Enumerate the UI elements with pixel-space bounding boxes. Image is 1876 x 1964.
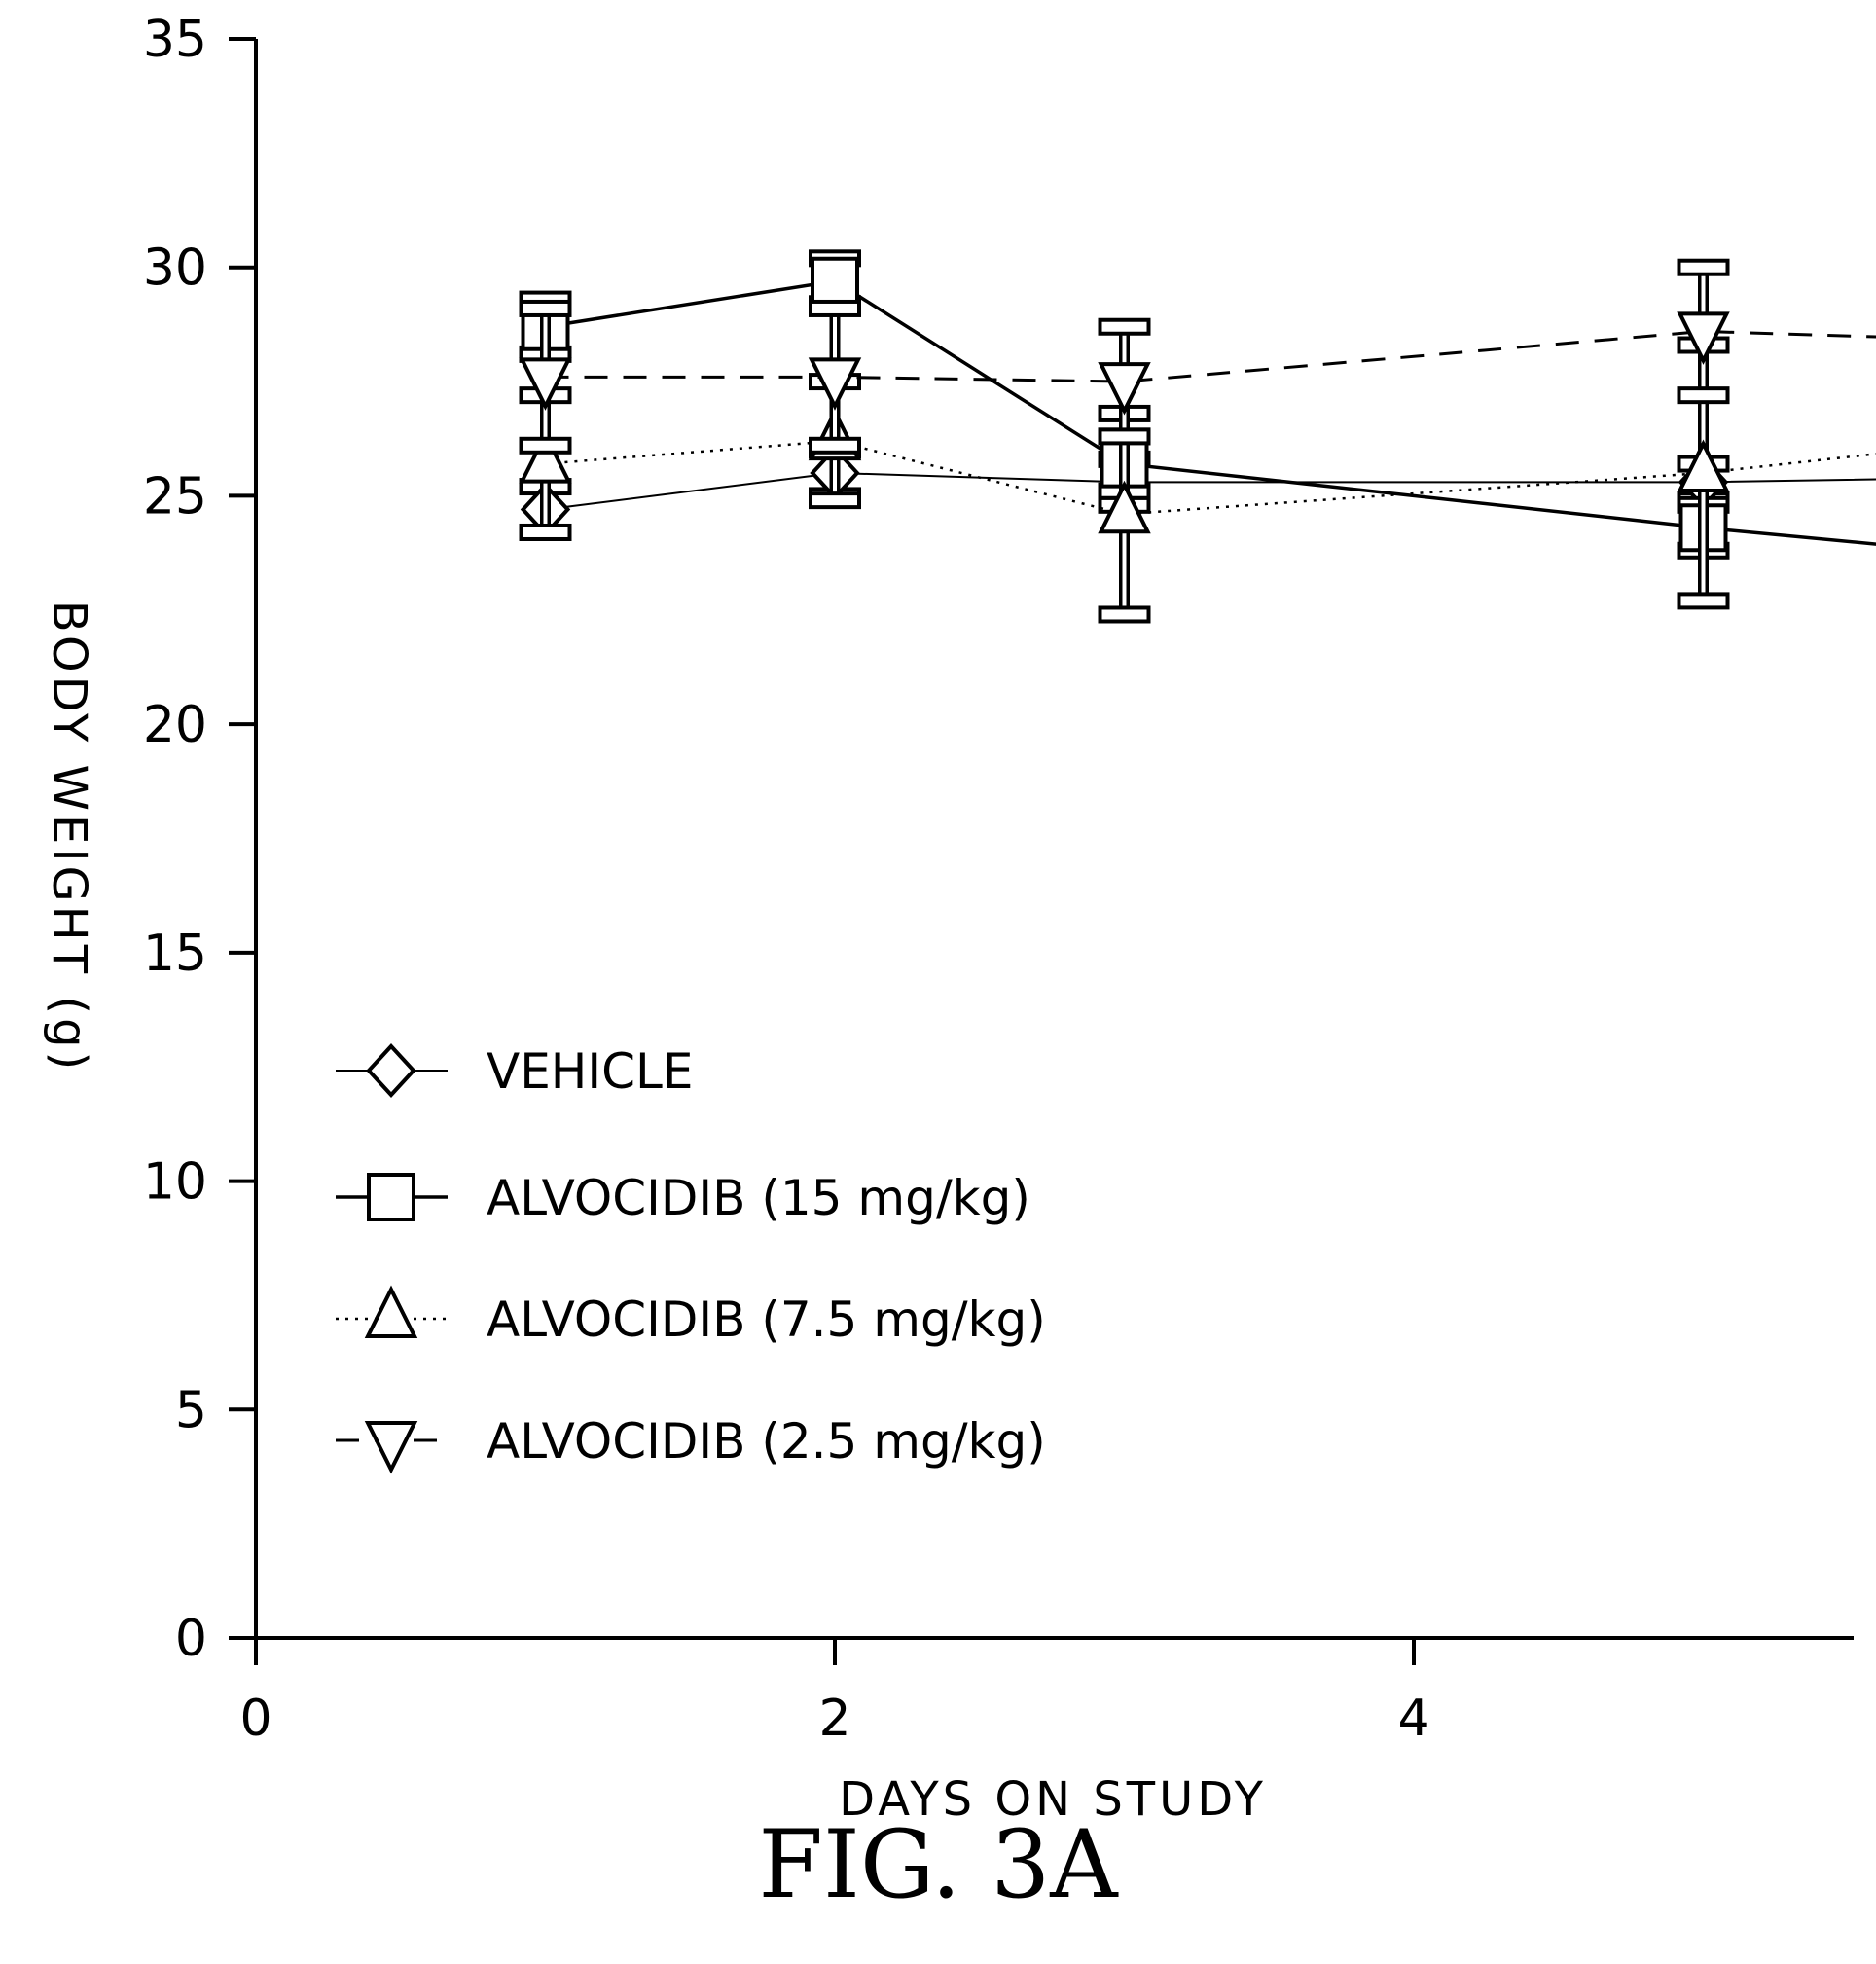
error-bar-cap — [1677, 592, 1730, 610]
data-point — [1098, 362, 1151, 416]
data-point — [1677, 311, 1730, 365]
y-tick-label: 10 — [143, 1153, 207, 1212]
y-axis-title: BODY WEIGHT (g) — [42, 600, 96, 1074]
error-bar-cap — [809, 491, 861, 510]
legend-marker — [364, 1285, 418, 1338]
series-2 — [519, 249, 1876, 560]
error-bar-cap — [1098, 605, 1151, 624]
x-axis-title: DAYS ON STUDY — [839, 1772, 1267, 1827]
error-bar-cap — [519, 299, 572, 317]
legend-item: ALVOCIDIB (7.5 mg/kg) — [336, 1285, 1046, 1348]
series-line — [545, 329, 1876, 383]
series-3 — [519, 336, 1876, 624]
legend-label: VEHICLE — [487, 1043, 694, 1100]
legend-label: ALVOCIDIB (15 mg/kg) — [487, 1170, 1030, 1226]
error-bar-cap — [1677, 386, 1730, 405]
error-bar-cap — [1098, 427, 1151, 446]
error-bar-cap — [519, 523, 572, 541]
series-line — [545, 278, 1876, 546]
legend-label: ALVOCIDIB (7.5 mg/kg) — [487, 1291, 1046, 1348]
axes: 051015202530350246810 — [143, 11, 1854, 1748]
series-layer — [519, 249, 1876, 624]
series-line — [545, 471, 1876, 511]
legend-label: ALVOCIDIB (2.5 mg/kg) — [487, 1413, 1046, 1470]
x-tick-label: 2 — [818, 1690, 850, 1748]
figure-caption: FIG. 3A — [758, 1810, 1118, 1919]
legend-item: ALVOCIDIB (15 mg/kg) — [336, 1170, 1030, 1226]
data-point — [808, 357, 862, 411]
series-line — [545, 439, 1876, 516]
legend-marker — [367, 1173, 415, 1221]
legend: VEHICLE ALVOCIDIB (15 mg/kg) ALVOCIDIB (7.… — [336, 1043, 1046, 1474]
data-point — [519, 357, 572, 411]
y-tick-label: 30 — [143, 239, 207, 298]
error-bar-cap — [519, 436, 572, 455]
legend-item: ALVOCIDIB (2.5 mg/kg) — [336, 1413, 1046, 1474]
error-bar-cap — [809, 436, 861, 455]
y-tick-label: 25 — [143, 467, 207, 526]
data-point — [811, 256, 859, 306]
data-point — [1098, 480, 1151, 534]
error-bar-cap — [1098, 317, 1151, 336]
y-tick-label: 0 — [175, 1610, 207, 1668]
x-tick-label: 0 — [239, 1690, 271, 1748]
legend-marker — [364, 1421, 418, 1474]
data-point — [519, 430, 572, 484]
x-tick-label: 4 — [1397, 1690, 1429, 1748]
y-tick-label: 5 — [175, 1381, 207, 1439]
y-tick-label: 20 — [143, 696, 207, 754]
legend-marker — [366, 1043, 416, 1098]
y-tick-label: 35 — [143, 11, 207, 69]
error-bar-cap — [1677, 258, 1730, 276]
data-point — [1677, 439, 1730, 492]
error-bar-cap — [809, 299, 861, 317]
series-1 — [519, 441, 1876, 541]
y-tick-label: 15 — [143, 925, 207, 983]
series-4 — [519, 258, 1876, 455]
legend-item: VEHICLE — [336, 1043, 694, 1100]
